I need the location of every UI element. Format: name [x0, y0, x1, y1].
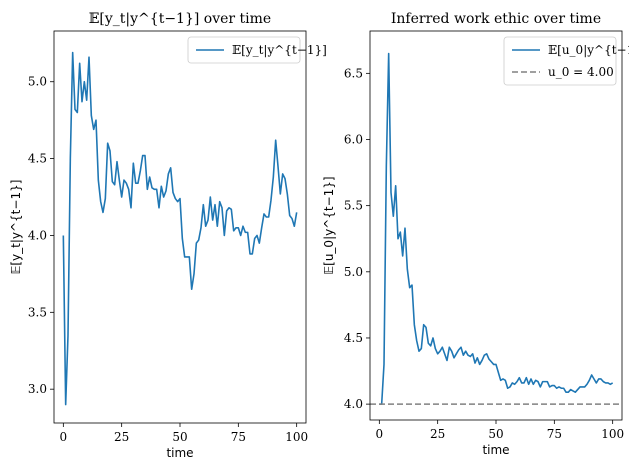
right-y-tick-label: 4.0 [344, 397, 363, 411]
right-x-tick-label: 75 [547, 427, 562, 441]
right-x-tick-label: 25 [430, 427, 445, 441]
left-x-tick-label: 25 [114, 430, 129, 444]
right-chart: Inferred work ethic over time time 𝔼[u_0… [322, 11, 629, 457]
left-chart: 𝔼[y_t|y^{t−1}] over time time 𝔼[y_t|y^{t… [9, 11, 327, 460]
left-y-tick-label: 4.5 [28, 152, 47, 166]
right-y-tick-label: 6.0 [344, 132, 363, 146]
left-legend-label: 𝔼[y_t|y^{t−1}] [232, 43, 327, 57]
right-y-axis-label: 𝔼[u_0|y^{t−1}] [322, 176, 336, 274]
right-y-tick-label: 5.0 [344, 265, 363, 279]
right-legend [503, 36, 617, 86]
right-x-axis-label: time [482, 443, 509, 457]
left-chart-title: 𝔼[y_t|y^{t−1}] over time [89, 11, 271, 27]
left-y-tick-label: 3.0 [28, 382, 47, 396]
right-x-tick-label: 0 [376, 427, 384, 441]
left-x-tick-label: 0 [60, 430, 68, 444]
right-series-0-line [379, 52, 614, 405]
right-legend-label: u_0 = 4.00 [548, 65, 614, 79]
left-x-tick-label: 50 [172, 430, 187, 444]
right-chart-title: Inferred work ethic over time [391, 11, 601, 27]
right-x-tick-label: 100 [601, 427, 624, 441]
left-x-tick-label: 100 [285, 430, 308, 444]
right-y-tick-label: 5.5 [344, 199, 363, 213]
right-y-tick-label: 4.5 [344, 331, 363, 345]
left-y-axis-label: 𝔼[y_t|y^{t−1}] [9, 180, 23, 275]
left-y-tick-label: 3.5 [28, 305, 47, 319]
left-x-axis-label: time [166, 446, 193, 460]
left-y-tick-label: 5.0 [28, 75, 47, 89]
right-y-tick-label: 6.5 [344, 66, 363, 80]
left-x-tick-label: 75 [231, 430, 246, 444]
right-x-tick-label: 50 [488, 427, 503, 441]
left-y-tick-label: 4.0 [28, 228, 47, 242]
left-legend [187, 36, 301, 64]
left-series-0-line [62, 51, 298, 406]
right-legend-label: 𝔼[u_0|y^{t−1}] [548, 43, 629, 57]
